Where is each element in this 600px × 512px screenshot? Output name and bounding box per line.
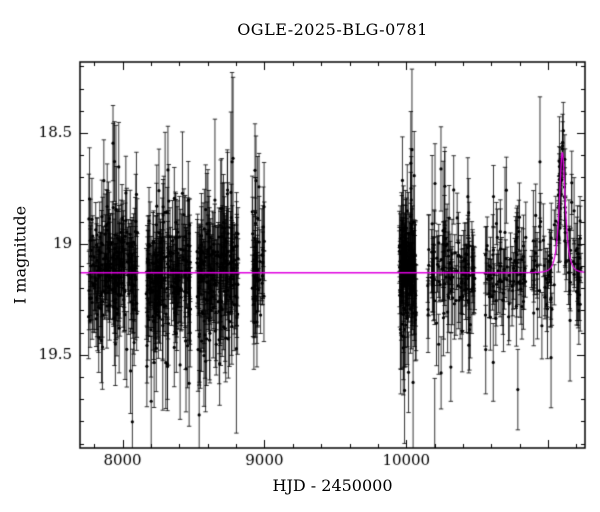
y-axis-label: I magnitude <box>10 205 30 305</box>
chart-title: OGLE-2025-BLG-0781 <box>237 20 428 39</box>
x-axis-label: HJD - 2450000 <box>272 476 393 495</box>
